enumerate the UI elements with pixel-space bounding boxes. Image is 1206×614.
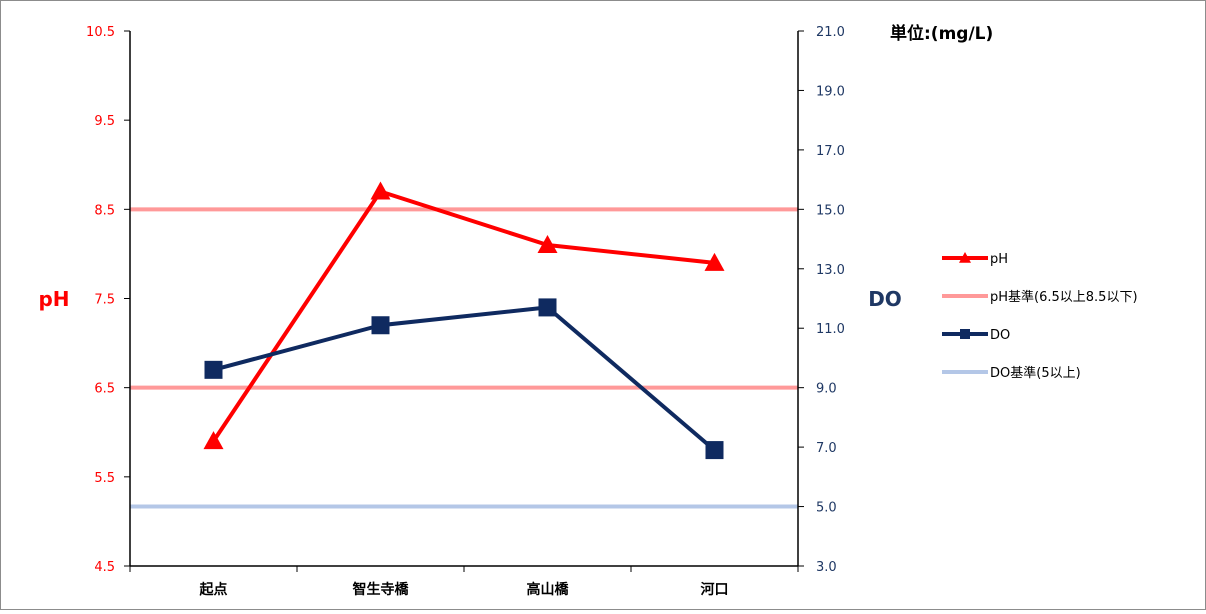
data-point-square: [538, 298, 557, 317]
series-line: [211, 189, 715, 443]
data-point-square: [705, 441, 724, 460]
x-tick-label: 高山橋: [527, 581, 570, 598]
legend-marker: [959, 252, 971, 263]
y-right-tick-label: 9.0: [816, 382, 837, 397]
y-left-tick-label: 10.5: [86, 25, 115, 40]
y-left-tick-label: 8.5: [94, 203, 115, 218]
data-point-triangle: [203, 431, 224, 450]
y-left-tick-label: 5.5: [94, 471, 115, 486]
y-right-tick-label: 19.0: [816, 84, 845, 99]
y-right-tick-label: 15.0: [816, 203, 845, 218]
x-tick-label: 河口: [701, 581, 729, 598]
x-tick-label: 起点: [199, 581, 228, 598]
reference-lines: [130, 207, 798, 509]
y-left-tick-label: 4.5: [94, 560, 115, 575]
data-point-triangle: [537, 235, 558, 253]
legend-label: pH基準(6.5以上8.5以下): [990, 289, 1138, 305]
y-right-tick-label: 7.0: [816, 441, 837, 456]
legend-label: DO基準(5以上): [990, 365, 1081, 381]
y-left-tick-label: 9.5: [94, 114, 115, 129]
y-right-tick-label: 13.0: [816, 263, 845, 278]
data-point-triangle: [370, 181, 391, 200]
y-left-axis-title: pH: [38, 287, 69, 311]
y-right-axis-title: DO: [868, 287, 902, 311]
y-left-tick-label: 6.5: [94, 382, 115, 397]
y-right-tick-label: 17.0: [816, 144, 845, 159]
data-point-square: [371, 316, 390, 335]
series-line: [212, 305, 716, 452]
legend-label: DO: [990, 328, 1010, 343]
legend-marker: [960, 329, 970, 339]
y-right-tick-label: 3.0: [816, 560, 837, 575]
data-point-square: [204, 360, 223, 379]
unit-label: 単位:(mg/L): [890, 23, 993, 44]
series-layer: [203, 181, 725, 460]
legend: pH pH基準(6.5以上8.5以下) DO DO基準(5以上): [942, 252, 1138, 381]
y-right-tick-label: 11.0: [816, 322, 845, 337]
data-point-triangle: [704, 252, 725, 271]
y-left-tick-label: 7.5: [94, 293, 115, 308]
y-right-tick-label: 21.0: [816, 25, 845, 40]
x-tick-label: 智生寺橋: [352, 581, 410, 598]
axes: 4.5 5.5 6.5 7.5 8.5 9.5 10.5 3.0 5.0 7.0 9.0 11.0 13…: [86, 25, 845, 598]
legend-label: pH: [990, 252, 1008, 267]
y-right-tick-label: 5.0: [816, 501, 837, 516]
